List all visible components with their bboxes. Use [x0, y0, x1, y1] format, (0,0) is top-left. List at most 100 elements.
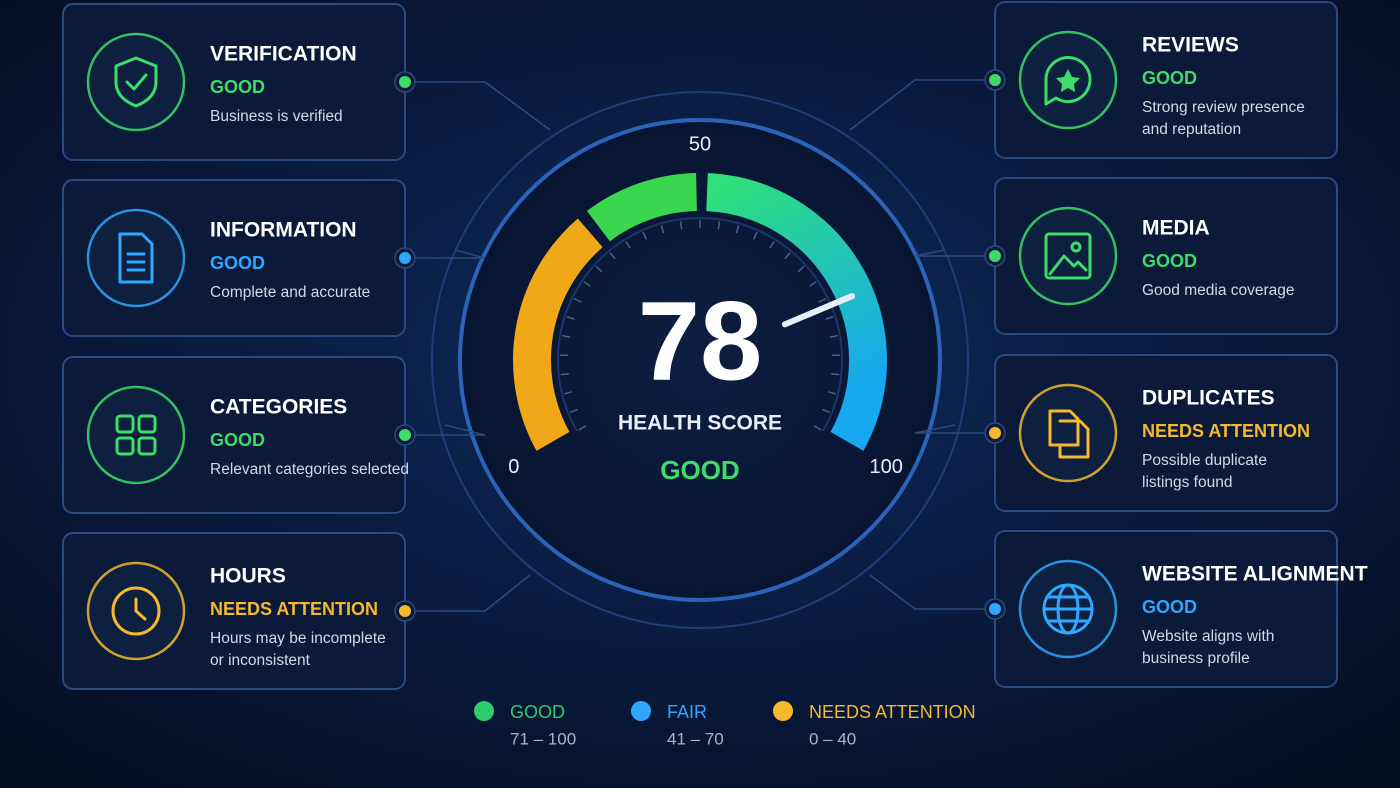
minor-tick [566, 316, 575, 320]
minor-tick [569, 408, 578, 414]
connector-dot-core [989, 74, 1001, 86]
icon-shape [1044, 56, 1092, 106]
icon-ring [1018, 383, 1118, 483]
minor-tick [822, 408, 831, 414]
minor-tick [560, 373, 569, 376]
minor-tick [831, 373, 840, 376]
legend-name: FAIR [667, 702, 707, 722]
card-title: HOURS [210, 565, 286, 588]
minor-tick [660, 225, 665, 234]
legend-dot [474, 701, 494, 721]
card-status: GOOD [1142, 68, 1197, 88]
card-description: Hours may be incomplete [210, 630, 386, 647]
gauge-arc [705, 173, 887, 454]
minor-tick [578, 425, 587, 431]
gauge-arc [586, 173, 698, 242]
card-title: MEDIA [1142, 217, 1210, 240]
minor-tick [642, 231, 647, 240]
connector [405, 424, 486, 436]
icon-shape [1044, 232, 1092, 280]
icon-ring [86, 208, 186, 308]
minor-tick [679, 221, 683, 230]
icon-shape [115, 414, 135, 434]
score-status: GOOD [660, 455, 739, 485]
legend-range: 0 – 40 [809, 729, 856, 748]
minor-tick [813, 425, 822, 431]
connector-dot-core [989, 427, 1001, 439]
card-description: Good media coverage [1142, 282, 1295, 299]
connector-dot-core [989, 250, 1001, 262]
icon-shape [1042, 595, 1094, 623]
minor-tick [769, 240, 775, 249]
minor-tick [753, 231, 758, 240]
icon-shape [134, 597, 147, 621]
minor-tick [797, 265, 805, 273]
scale-label: 0 [508, 456, 519, 478]
scale-tick [535, 431, 574, 457]
connector [849, 79, 995, 131]
inner-ring [557, 217, 843, 432]
legend-name: NEEDS ATTENTION [809, 702, 976, 722]
outer-ring [431, 91, 969, 629]
icon-shape [118, 232, 154, 284]
card-title: CATEGORIES [210, 396, 347, 419]
minor-tick [563, 391, 573, 395]
minor-tick [717, 221, 721, 230]
minor-tick [609, 252, 616, 260]
icon-shape [1058, 419, 1090, 459]
minor-tick [784, 252, 791, 260]
icon-shape [125, 73, 148, 91]
icon-ring [86, 32, 186, 132]
connector [405, 574, 531, 612]
connector-dot-core [399, 605, 411, 617]
icon-shape [1048, 409, 1080, 447]
icon-shape [137, 414, 157, 434]
legend-dot [631, 701, 651, 721]
card-description: Strong review presence [1142, 99, 1305, 116]
icon-shape [111, 586, 161, 636]
scale-label: 100 [870, 456, 903, 478]
card-title: VERIFICATION [210, 43, 357, 66]
connector [405, 81, 551, 131]
connector-dot-core [399, 76, 411, 88]
card-description: Business is verified [210, 108, 343, 125]
icon-shape [137, 436, 157, 456]
card-status: NEEDS ATTENTION [210, 599, 378, 619]
card-description: listings found [1142, 474, 1232, 491]
legend-dot [773, 701, 793, 721]
connector [869, 574, 995, 610]
icon-shape [114, 56, 158, 108]
card-status: NEEDS ATTENTION [1142, 421, 1310, 441]
card-title: DUPLICATES [1142, 387, 1275, 410]
card-description: Website aligns with [1142, 628, 1274, 645]
minor-tick [825, 316, 834, 320]
connector-dot-core [989, 603, 1001, 615]
needle [781, 293, 856, 328]
icon-ring [86, 385, 186, 485]
connector [914, 249, 995, 257]
connector [914, 424, 995, 434]
minor-tick [573, 297, 582, 303]
score: 78 [638, 279, 763, 404]
icon-shape [1070, 241, 1082, 253]
legend-name: GOOD [510, 702, 565, 722]
minor-tick [827, 391, 837, 395]
card-status: GOOD [1142, 251, 1197, 271]
minor-tick [829, 334, 839, 338]
card-description: business profile [1142, 650, 1250, 667]
scale-label: 50 [689, 133, 711, 155]
minor-tick [818, 297, 827, 303]
card-description: Complete and accurate [210, 284, 370, 301]
card-title: WEBSITE ALIGNMENT [1142, 563, 1368, 586]
card-description: Possible duplicate [1142, 452, 1267, 469]
card-status: GOOD [210, 77, 265, 97]
minor-tick [809, 281, 817, 287]
card-status: GOOD [210, 253, 265, 273]
card-description: or inconsistent [210, 652, 311, 669]
score-label: HEALTH SCORE [618, 412, 782, 435]
card-status: GOOD [210, 430, 265, 450]
minor-tick [583, 281, 591, 287]
minor-tick [735, 225, 740, 234]
